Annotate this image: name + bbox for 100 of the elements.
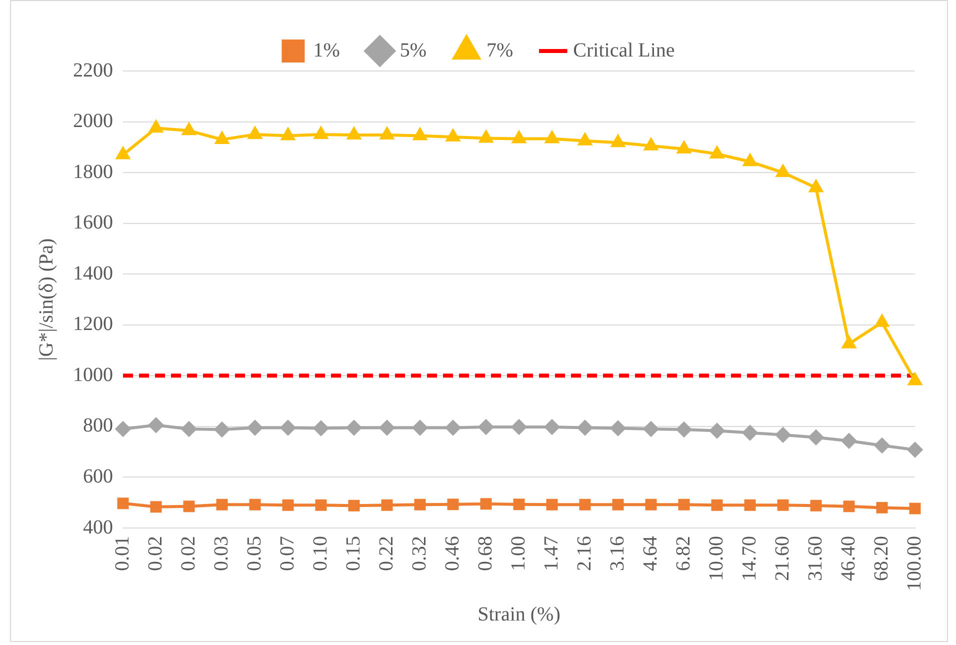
x-tick-label: 0.01	[111, 536, 134, 571]
point	[711, 499, 723, 511]
point	[446, 130, 460, 142]
point	[875, 314, 889, 327]
point	[248, 126, 262, 139]
x-tick-label: 100.00	[903, 536, 926, 591]
point	[447, 498, 459, 510]
point	[116, 421, 130, 436]
point	[544, 419, 560, 434]
point	[183, 500, 195, 512]
y-tick-label: 400	[83, 516, 113, 538]
y-tick-label: 600	[83, 465, 113, 488]
point	[546, 498, 558, 510]
point	[513, 498, 525, 510]
point	[182, 421, 196, 436]
point	[413, 128, 427, 140]
point	[380, 420, 394, 436]
x-tick-label: 3.16	[606, 536, 628, 571]
legend-label: Critical Line	[573, 39, 675, 62]
point	[809, 180, 823, 192]
point	[216, 498, 228, 510]
y-tick-label: 1600	[73, 212, 113, 234]
y-tick-label: 1400	[73, 262, 113, 284]
point	[117, 498, 129, 510]
point	[281, 128, 295, 140]
point	[744, 499, 756, 511]
point	[282, 499, 294, 511]
x-tick-label: 0.46	[441, 536, 464, 571]
point	[545, 131, 559, 144]
point	[612, 498, 624, 510]
point	[578, 420, 592, 436]
point	[446, 420, 460, 436]
point	[348, 500, 360, 512]
point	[381, 499, 393, 511]
legend-label: 1%	[313, 39, 340, 62]
point	[777, 499, 789, 511]
point	[578, 133, 592, 146]
point	[843, 500, 855, 512]
point	[412, 420, 428, 436]
point	[743, 154, 757, 166]
point	[215, 132, 229, 144]
x-tick-label: 1.47	[540, 536, 562, 571]
point	[842, 433, 856, 448]
x-tick-label: 21.60	[771, 536, 794, 581]
point	[116, 147, 130, 160]
point	[280, 420, 296, 436]
point	[610, 420, 626, 436]
x-tick-label: 0.15	[342, 536, 364, 571]
y-tick-label: 2200	[73, 59, 113, 82]
point	[512, 131, 526, 144]
point	[150, 501, 162, 513]
y-tick-label: 1800	[73, 160, 113, 183]
x-tick-label: 0.22	[375, 536, 398, 571]
point	[710, 423, 724, 438]
point	[644, 421, 658, 436]
x-tick-label: 0.03	[210, 536, 232, 571]
point	[776, 165, 790, 178]
x-tick-label: 0.07	[276, 536, 298, 571]
point	[908, 442, 922, 458]
y-tick-label: 1000	[73, 364, 113, 386]
point	[678, 498, 690, 510]
x-tick-label: 2.16	[573, 536, 596, 571]
y-tick-label: 800	[83, 414, 113, 437]
point	[742, 425, 758, 440]
point	[677, 141, 691, 154]
x-tick-label: 4.64	[639, 536, 662, 571]
point	[645, 498, 657, 510]
point	[249, 498, 261, 510]
point	[710, 146, 724, 159]
point	[315, 499, 327, 511]
point	[908, 373, 922, 386]
x-tick-label: 0.10	[309, 536, 332, 571]
point	[380, 127, 394, 140]
x-tick-label: 14.70	[738, 536, 760, 581]
point	[314, 420, 328, 436]
point	[347, 127, 361, 140]
point	[214, 422, 230, 437]
x-tick-label: 0.32	[408, 536, 430, 571]
point	[480, 498, 492, 510]
point	[776, 427, 790, 442]
x-tick-label: 0.05	[243, 536, 266, 571]
point	[810, 500, 822, 512]
point	[842, 336, 856, 348]
x-tick-label: 46.40	[837, 536, 860, 581]
point	[579, 498, 591, 510]
point	[182, 123, 196, 136]
x-tick-label: 31.60	[804, 536, 826, 581]
x-tick-label: 0.02	[144, 536, 166, 571]
point	[149, 120, 163, 133]
point	[148, 418, 164, 433]
point	[644, 138, 658, 150]
point	[874, 438, 890, 453]
point	[611, 135, 625, 148]
point	[512, 419, 526, 434]
x-tick-label: 0.68	[474, 536, 496, 571]
point	[248, 420, 262, 436]
x-tick-label: 10.00	[705, 536, 728, 581]
y-tick-label: 1200	[73, 313, 113, 336]
point	[314, 126, 328, 139]
point	[346, 420, 362, 436]
